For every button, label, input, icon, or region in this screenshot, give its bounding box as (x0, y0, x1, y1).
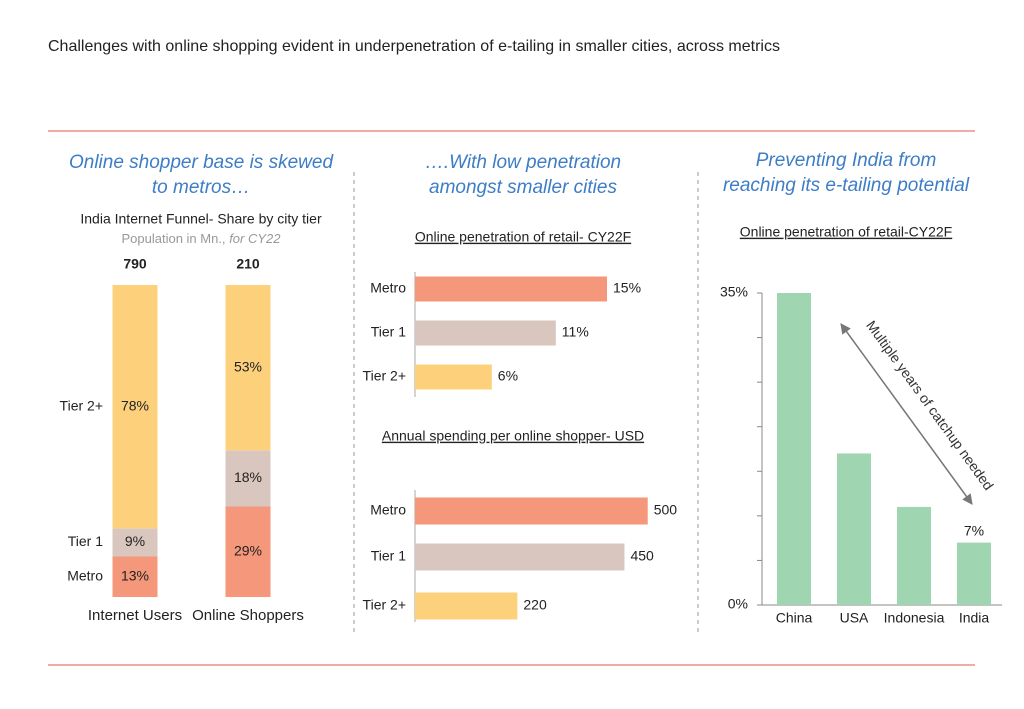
value-label: 6% (498, 368, 518, 384)
value-label: 53% (234, 358, 262, 374)
bar-segment (112, 556, 158, 597)
bar (837, 453, 871, 605)
value-label: 15% (613, 280, 641, 296)
value-label: 29% (234, 542, 262, 558)
x-tick-label: USA (840, 610, 869, 626)
value-label: 78% (121, 397, 149, 413)
series-label: Tier 2+ (60, 397, 103, 413)
value-label: 11% (562, 324, 589, 340)
subtitle-note: for CY22 (229, 231, 281, 246)
chart-title: Online penetration of retail-CY22F (740, 224, 952, 240)
section-heading: Online shopper base is skewed (69, 152, 334, 173)
section-heading: to metros… (152, 177, 250, 198)
section-heading: ….With low penetration (425, 152, 621, 173)
bar (777, 293, 811, 605)
value-label: 220 (523, 597, 547, 613)
bar-segment (225, 285, 271, 451)
bar (415, 592, 518, 620)
bar-segment (112, 528, 158, 557)
category-label: Metro (370, 280, 406, 296)
chart-title: Online penetration of retail- CY22F (415, 229, 631, 245)
y-tick-label: 35% (720, 284, 748, 300)
y-tick-label: 0% (728, 596, 748, 612)
bar (957, 542, 991, 605)
value-label: 450 (630, 548, 654, 564)
value-label: 18% (234, 469, 262, 485)
bar (415, 497, 648, 525)
chart-subtitle: Population in Mn., for CY22 (121, 231, 281, 246)
category-label: Tier 2+ (363, 368, 406, 384)
x-tick-label: Indonesia (884, 610, 945, 626)
x-tick-label: Internet Users (88, 607, 182, 624)
page-title: Challenges with online shopping evident … (48, 38, 780, 55)
x-tick-label: China (776, 610, 813, 626)
series-label: Metro (67, 567, 103, 583)
total-label: 210 (236, 256, 260, 272)
annotation-arrow (840, 323, 973, 505)
bar (415, 276, 607, 302)
category-label: Tier 1 (371, 324, 406, 340)
bar-segment (225, 506, 271, 597)
category-label: Tier 1 (371, 548, 406, 564)
subtitle-text: Population in Mn., (121, 231, 225, 246)
section-heading: reaching its e-tailing potential (723, 175, 970, 196)
value-label: 500 (654, 502, 678, 518)
x-tick-label: India (959, 610, 990, 626)
category-label: Tier 2+ (363, 597, 406, 613)
bar (415, 543, 625, 571)
total-label: 790 (123, 256, 147, 272)
value-label: 13% (121, 567, 149, 583)
value-label: 7% (964, 522, 984, 538)
x-tick-label: Online Shoppers (192, 607, 304, 624)
value-label: 9% (125, 533, 145, 549)
section-heading: Preventing India from (756, 150, 937, 171)
bar (897, 506, 931, 605)
series-label: Tier 1 (68, 533, 103, 549)
bar-segment (112, 285, 158, 529)
bar (415, 364, 492, 390)
section-heading: amongst smaller cities (429, 177, 617, 198)
chart-title: India Internet Funnel- Share by city tie… (80, 211, 322, 227)
bar (415, 320, 556, 346)
bar-segment (225, 450, 271, 507)
chart-title: Annual spending per online shopper- USD (382, 428, 644, 444)
category-label: Metro (370, 502, 406, 518)
